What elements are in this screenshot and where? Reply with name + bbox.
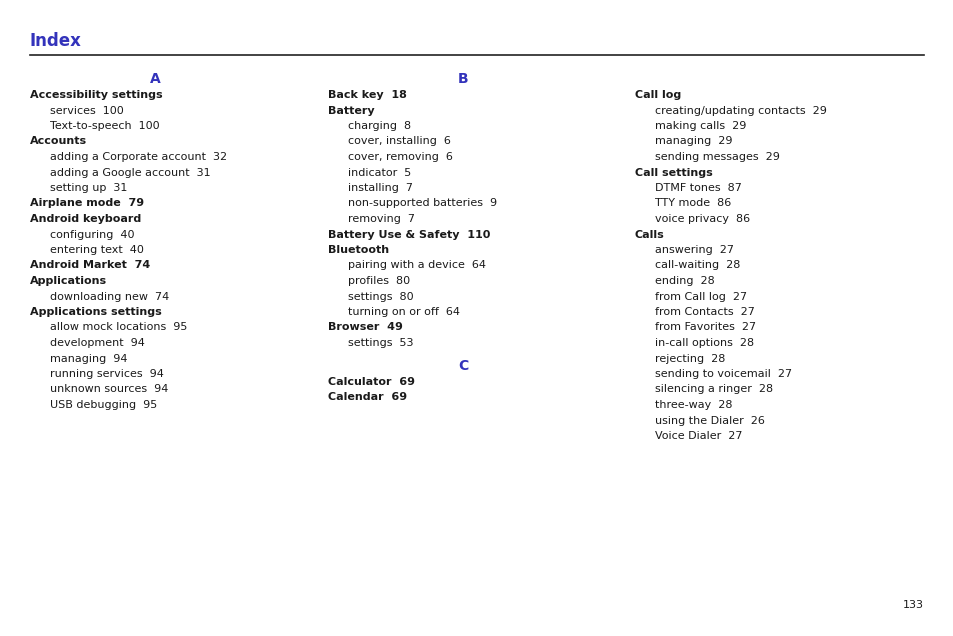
Text: services  100: services 100 (50, 106, 124, 116)
Text: Battery: Battery (328, 106, 375, 116)
Text: making calls  29: making calls 29 (655, 121, 745, 131)
Text: from Favorites  27: from Favorites 27 (655, 322, 756, 333)
Text: pairing with a device  64: pairing with a device 64 (348, 261, 485, 270)
Text: unknown sources  94: unknown sources 94 (50, 385, 168, 394)
Text: Calculator  69: Calculator 69 (328, 377, 415, 387)
Text: sending messages  29: sending messages 29 (655, 152, 779, 162)
Text: silencing a ringer  28: silencing a ringer 28 (655, 385, 772, 394)
Text: using the Dialer  26: using the Dialer 26 (655, 415, 764, 425)
Text: non-supported batteries  9: non-supported batteries 9 (348, 198, 497, 209)
Text: in-call options  28: in-call options 28 (655, 338, 753, 348)
Text: 133: 133 (902, 600, 923, 610)
Text: settings  80: settings 80 (348, 291, 414, 301)
Text: USB debugging  95: USB debugging 95 (50, 400, 157, 410)
Text: removing  7: removing 7 (348, 214, 415, 224)
Text: from Contacts  27: from Contacts 27 (655, 307, 754, 317)
Text: ending  28: ending 28 (655, 276, 714, 286)
Text: three-way  28: three-way 28 (655, 400, 732, 410)
Text: Accounts: Accounts (30, 137, 87, 146)
Text: answering  27: answering 27 (655, 245, 733, 255)
Text: Index: Index (30, 32, 82, 50)
Text: Applications settings: Applications settings (30, 307, 162, 317)
Text: entering text  40: entering text 40 (50, 245, 144, 255)
Text: Browser  49: Browser 49 (328, 322, 402, 333)
Text: Text-to-speech  100: Text-to-speech 100 (50, 121, 159, 131)
Text: installing  7: installing 7 (348, 183, 413, 193)
Text: rejecting  28: rejecting 28 (655, 354, 724, 364)
Text: configuring  40: configuring 40 (50, 230, 134, 240)
Text: Call settings: Call settings (635, 167, 712, 177)
Text: allow mock locations  95: allow mock locations 95 (50, 322, 187, 333)
Text: adding a Google account  31: adding a Google account 31 (50, 167, 211, 177)
Text: development  94: development 94 (50, 338, 145, 348)
Text: Back key  18: Back key 18 (328, 90, 406, 100)
Text: managing  29: managing 29 (655, 137, 732, 146)
Text: downloading new  74: downloading new 74 (50, 291, 169, 301)
Text: A: A (150, 72, 160, 86)
Text: turning on or off  64: turning on or off 64 (348, 307, 459, 317)
Text: settings  53: settings 53 (348, 338, 413, 348)
Text: Calendar  69: Calendar 69 (328, 392, 407, 403)
Text: TTY mode  86: TTY mode 86 (655, 198, 731, 209)
Text: from Call log  27: from Call log 27 (655, 291, 746, 301)
Text: Android Market  74: Android Market 74 (30, 261, 150, 270)
Text: B: B (457, 72, 468, 86)
Text: Call log: Call log (635, 90, 680, 100)
Text: Calls: Calls (635, 230, 664, 240)
Text: charging  8: charging 8 (348, 121, 411, 131)
Text: creating/updating contacts  29: creating/updating contacts 29 (655, 106, 826, 116)
Text: Bluetooth: Bluetooth (328, 245, 389, 255)
Text: managing  94: managing 94 (50, 354, 128, 364)
Text: running services  94: running services 94 (50, 369, 164, 379)
Text: cover, installing  6: cover, installing 6 (348, 137, 451, 146)
Text: Accessibility settings: Accessibility settings (30, 90, 162, 100)
Text: voice privacy  86: voice privacy 86 (655, 214, 749, 224)
Text: profiles  80: profiles 80 (348, 276, 410, 286)
Text: Applications: Applications (30, 276, 107, 286)
Text: setting up  31: setting up 31 (50, 183, 128, 193)
Text: cover, removing  6: cover, removing 6 (348, 152, 453, 162)
Text: adding a Corporate account  32: adding a Corporate account 32 (50, 152, 227, 162)
Text: Airplane mode  79: Airplane mode 79 (30, 198, 144, 209)
Text: Android keyboard: Android keyboard (30, 214, 141, 224)
Text: indicator  5: indicator 5 (348, 167, 411, 177)
Text: sending to voicemail  27: sending to voicemail 27 (655, 369, 791, 379)
Text: call-waiting  28: call-waiting 28 (655, 261, 740, 270)
Text: C: C (457, 359, 468, 373)
Text: Battery Use & Safety  110: Battery Use & Safety 110 (328, 230, 490, 240)
Text: Voice Dialer  27: Voice Dialer 27 (655, 431, 741, 441)
Text: DTMF tones  87: DTMF tones 87 (655, 183, 741, 193)
